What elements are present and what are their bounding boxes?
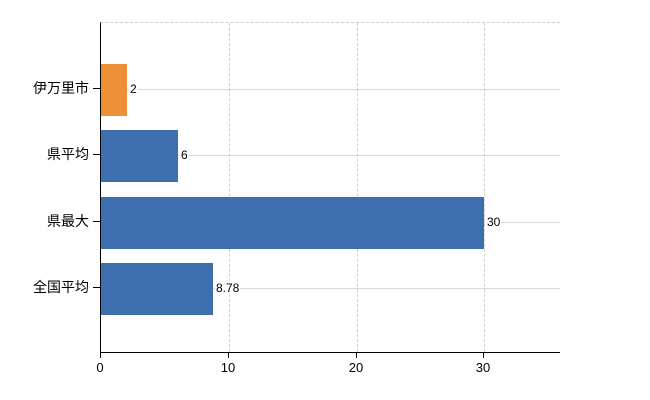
x-axis-tick-label: 20 (348, 360, 364, 375)
bar-value-label: 2 (129, 82, 138, 96)
x-axis-tick-label: 0 (96, 360, 104, 375)
y-axis-category-label: 全国平均 (33, 279, 89, 295)
x-axis-tick-label: 10 (220, 360, 236, 375)
gridline-vertical (357, 23, 358, 352)
y-axis-category-label: 県平均 (47, 146, 89, 162)
y-axis-category-label: 県最大 (47, 213, 89, 229)
gridline-vertical (484, 23, 485, 352)
x-axis-tick (356, 353, 357, 358)
x-axis-tick-label: 30 (475, 360, 491, 375)
bar-1 (101, 64, 127, 116)
x-axis-tick (483, 353, 484, 358)
x-axis-tick (100, 353, 101, 358)
bar-3 (101, 197, 484, 249)
plot-area: 2 6 30 8.78 (100, 22, 560, 353)
bar-4 (101, 263, 213, 315)
y-axis-tick (93, 154, 100, 155)
y-axis-tick (93, 221, 100, 222)
bar-value-label: 30 (486, 215, 502, 229)
y-axis-category-label: 伊万里市 (33, 80, 89, 96)
gridline-horizontal (101, 288, 560, 289)
y-axis-tick (93, 88, 100, 89)
y-axis-tick (93, 287, 100, 288)
bar-2 (101, 130, 178, 182)
gridline-horizontal (101, 155, 560, 156)
bar-value-label: 6 (180, 148, 189, 162)
gridline-horizontal (101, 89, 560, 90)
gridline-vertical (229, 23, 230, 352)
bar-value-label: 8.78 (215, 281, 241, 295)
x-axis-tick (228, 353, 229, 358)
